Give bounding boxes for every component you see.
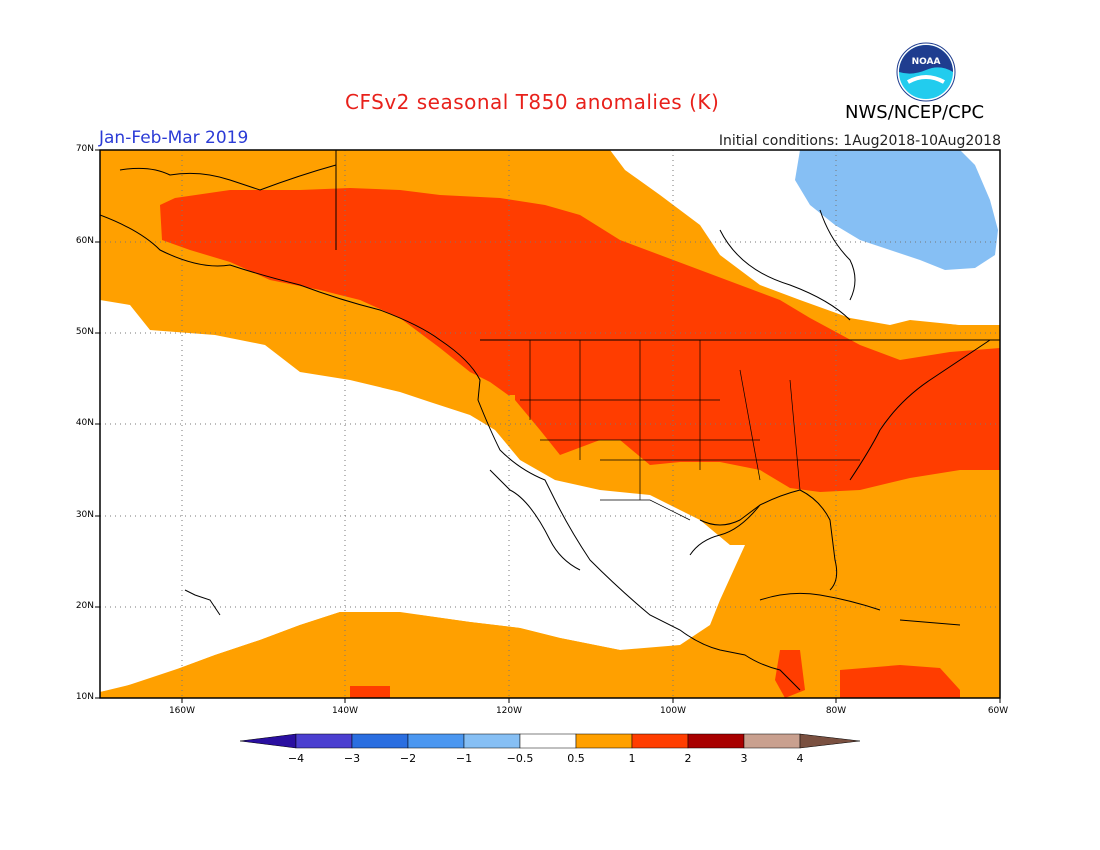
initial-conditions-label: Initial conditions: 1Aug2018-10Aug2018 [718, 133, 1001, 149]
warm-band-pacific-south [100, 612, 700, 698]
lon-label: 100W [659, 706, 687, 716]
lat-label: 50N [75, 327, 94, 337]
colorbar [239, 733, 861, 749]
lat-label: 70N [75, 144, 94, 154]
colorbar-label: −3 [343, 752, 361, 765]
colorbar-label: −0.5 [506, 752, 534, 765]
colorbar-label: 0.5 [567, 752, 585, 765]
noaa-logo: NOAA [896, 42, 956, 102]
lat-label: 30N [75, 510, 94, 520]
colorbar-label: 2 [684, 752, 692, 765]
colorbar-label: 4 [796, 752, 804, 765]
lon-label: 160W [168, 706, 196, 716]
page-title: CFSv2 seasonal T850 anomalies (K) [345, 90, 720, 114]
colorbar-label: 3 [740, 752, 748, 765]
colorbar-label: 1 [628, 752, 636, 765]
lon-label: 60W [987, 706, 1009, 716]
colorbar-label: −1 [455, 752, 473, 765]
lat-label: 60N [75, 236, 94, 246]
lon-label: 80W [825, 706, 847, 716]
lat-label: 10N [75, 692, 94, 702]
colorbar-label: −4 [287, 752, 305, 765]
lat-label: 40N [75, 418, 94, 428]
colorbar-label: −2 [399, 752, 417, 765]
agency-label: NWS/NCEP/CPC [845, 102, 985, 123]
state-borders [520, 340, 860, 521]
coastlines [100, 150, 1000, 691]
cold-patch-baffin [795, 150, 998, 270]
lon-label: 120W [495, 706, 523, 716]
lat-label: 20N [75, 601, 94, 611]
neutral-pacific [100, 300, 745, 692]
noaa-logo-text: NOAA [912, 57, 941, 67]
lon-label: 140W [331, 706, 359, 716]
graticule [100, 150, 1000, 698]
season-label: Jan-Feb-Mar 2019 [99, 128, 249, 148]
